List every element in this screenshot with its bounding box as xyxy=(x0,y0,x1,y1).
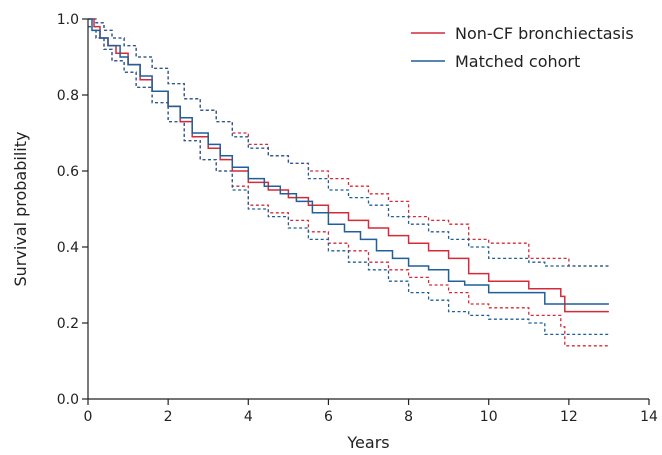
y-tick-label: 1.0 xyxy=(57,12,79,28)
survival-curve-matched xyxy=(88,18,609,305)
legend: Non-CF bronchiectasis Matched cohort xyxy=(411,24,634,71)
x-axis-title: Years xyxy=(346,433,389,452)
x-tick-label: 12 xyxy=(560,409,578,425)
x-tick-label: 14 xyxy=(640,409,658,425)
lower-confidence-band-non-cf xyxy=(88,25,609,347)
plot-area xyxy=(88,18,609,347)
y-tick-label: 0.4 xyxy=(57,240,79,256)
y-tick-label: 0.0 xyxy=(57,392,79,408)
upper-confidence-band-matched xyxy=(88,18,609,267)
y-tick-label: 0.2 xyxy=(57,316,79,332)
x-tick-label: 0 xyxy=(84,409,93,425)
y-tick-label: 0.6 xyxy=(57,164,79,180)
x-tick-label: 10 xyxy=(480,409,498,425)
x-axis-ticks: 0 2 4 6 8 10 12 14 xyxy=(84,399,658,425)
legend-label-non-cf: Non-CF bronchiectasis xyxy=(455,24,634,43)
lower-confidence-band-matched xyxy=(88,25,609,336)
x-tick-label: 6 xyxy=(324,409,333,425)
legend-label-matched: Matched cohort xyxy=(455,52,580,71)
x-tick-label: 2 xyxy=(164,409,173,425)
y-axis-title: Survival probability xyxy=(11,132,30,287)
axes: 0 2 4 6 8 10 12 14 0.0 0.2 0.4 0.6 0.8 1.0 xyxy=(57,12,658,425)
x-tick-label: 8 xyxy=(404,409,413,425)
y-axis-ticks: 0.0 0.2 0.4 0.6 0.8 1.0 xyxy=(57,12,88,408)
y-tick-label: 0.8 xyxy=(57,88,79,104)
x-tick-label: 4 xyxy=(244,409,253,425)
